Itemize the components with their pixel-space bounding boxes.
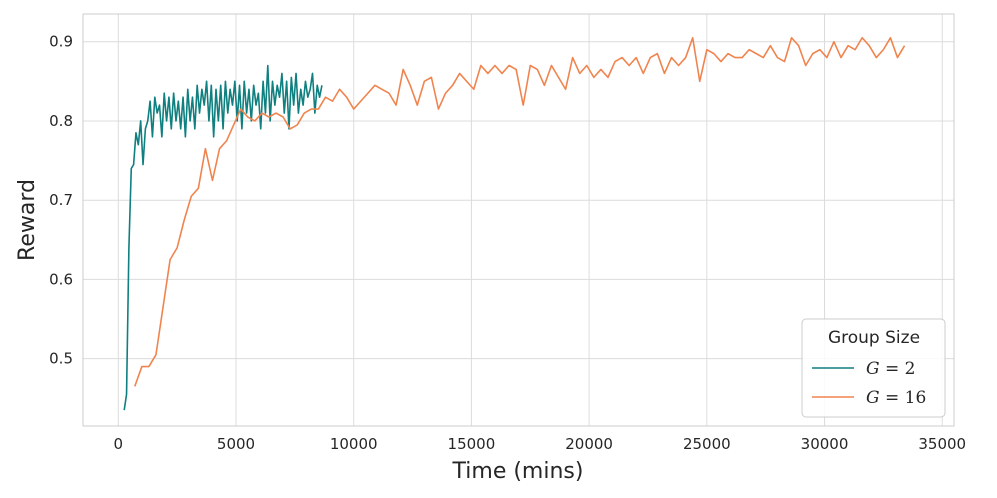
x-tick-label-1: 5000 [217, 435, 255, 453]
x-tick-label-2: 10000 [330, 435, 378, 453]
legend-entry-g16-var: G [866, 388, 880, 408]
legend-title: Group Size [828, 328, 920, 348]
y-tick-label-4: 0.9 [49, 33, 73, 51]
legend-entry-g2-var: G [866, 359, 880, 379]
x-tick-label-3: 15000 [448, 435, 496, 453]
legend-box [801, 318, 946, 418]
x-tick-label-4: 20000 [565, 435, 613, 453]
legend-entry-g2: G = 2 [866, 359, 915, 379]
y-tick-label-0: 0.5 [49, 350, 73, 368]
legend-entry-g16-eq: = [880, 388, 905, 408]
x-axis-label: Time (mins) [452, 459, 584, 484]
x-tick-label-6: 30000 [801, 435, 849, 453]
y-axis-label: Reward [15, 179, 40, 261]
legend: Group Size G = 2 G = 16 [801, 318, 946, 418]
y-tick-label-2: 0.7 [49, 191, 73, 209]
x-tick-label-7: 35000 [918, 435, 966, 453]
series-line-g16 [134, 36, 906, 387]
series-line-g2 [123, 64, 323, 411]
legend-entry-g2-eq: = [880, 359, 905, 379]
legend-entry-g16-num: 16 [905, 388, 927, 408]
x-tick-label-5: 25000 [683, 435, 731, 453]
series-layer [123, 36, 906, 411]
legend-entry-g16: G = 16 [866, 388, 926, 408]
y-tick-labels: 0.5 0.6 0.7 0.8 0.9 [49, 33, 73, 368]
x-tick-label-0: 0 [114, 435, 124, 453]
plot-frame [82, 13, 955, 427]
legend-entry-g2-num: 2 [905, 359, 916, 379]
y-tick-label-1: 0.6 [49, 270, 73, 288]
x-tick-labels: 0 5000 10000 15000 20000 25000 30000 35000 [114, 435, 967, 453]
y-tick-label-3: 0.8 [49, 112, 73, 130]
